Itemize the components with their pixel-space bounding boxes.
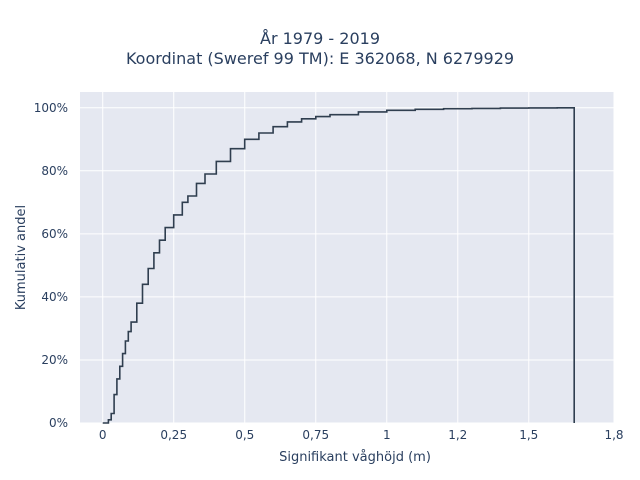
plot-area	[80, 92, 614, 423]
x-axis-ticks: 0 0,25 0,5 0,75 1 1,2 1,5 1,8	[99, 428, 624, 442]
series-line-cdf	[102, 107, 575, 424]
y-axis-title: Kumulativ andel	[14, 205, 29, 310]
x-tick-label: 0,25	[160, 428, 187, 442]
y-tick-label: 20%	[41, 353, 68, 367]
x-tick-label: 0	[99, 428, 107, 442]
chart-title: År 1979 - 2019	[260, 29, 380, 48]
y-tick-label: 100%	[34, 101, 68, 115]
chart-title-block: År 1979 - 2019 Koordinat (Sweref 99 TM):…	[0, 29, 640, 69]
x-tick-label: 1,2	[448, 428, 467, 442]
x-tick-label: 1,8	[604, 428, 623, 442]
y-tick-label: 60%	[41, 227, 68, 241]
x-tick-label: 0,5	[235, 428, 254, 442]
y-tick-label: 0%	[49, 416, 68, 430]
x-tick-label: 1	[383, 428, 391, 442]
x-tick-label: 1,5	[519, 428, 538, 442]
y-tick-label: 80%	[41, 164, 68, 178]
chart-subtitle: Koordinat (Sweref 99 TM): E 362068, N 62…	[125, 49, 515, 68]
y-tick-label: 40%	[41, 290, 68, 304]
x-tick-label: 0,75	[302, 428, 329, 442]
y-axis-ticks: 0% 20% 40% 60% 80% 100%	[34, 101, 68, 430]
x-axis-title: Signifikant våghöjd (m)	[279, 450, 431, 465]
